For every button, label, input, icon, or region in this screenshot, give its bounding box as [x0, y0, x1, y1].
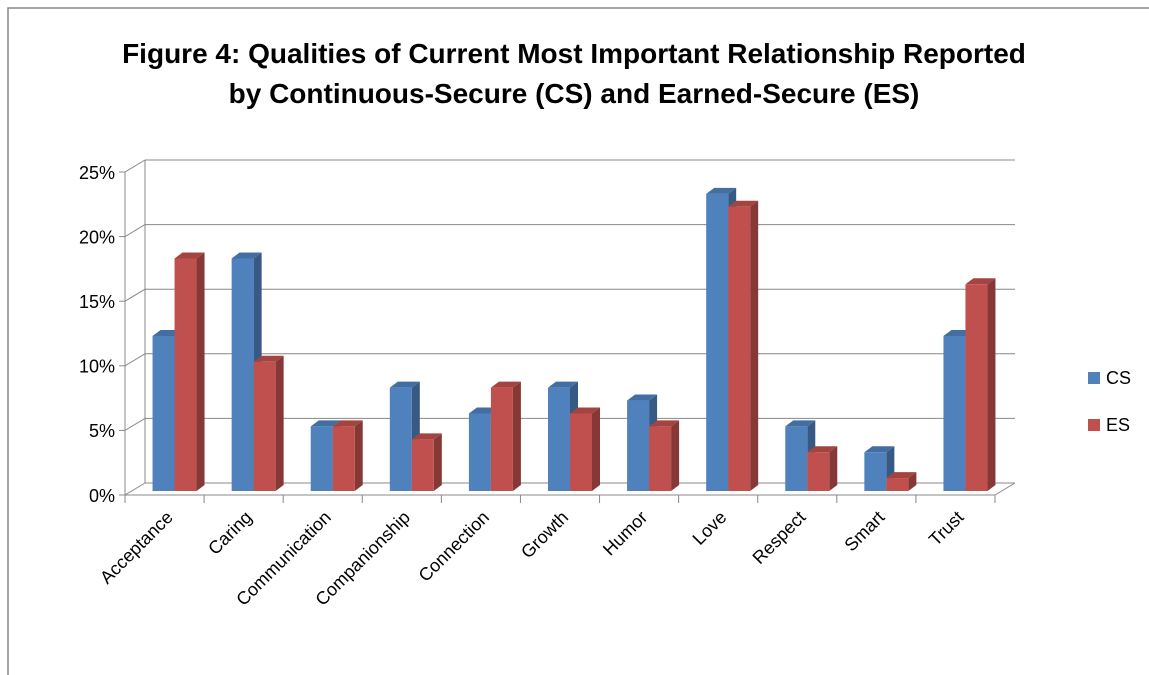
bar-group [332, 420, 363, 491]
bar-side [908, 472, 917, 491]
bar-side [512, 381, 521, 491]
bar [389, 387, 412, 491]
bar [627, 400, 650, 491]
bar [706, 193, 729, 491]
bar-top [570, 407, 600, 414]
bar-side [592, 407, 600, 491]
bar [728, 206, 751, 491]
x-tick-label: Love [689, 507, 731, 549]
side-grid-line [124, 159, 146, 173]
y-tick-label: 5% [89, 421, 115, 441]
bar-group [728, 200, 759, 491]
bar-top [253, 355, 284, 362]
bar [649, 426, 672, 491]
bar-top [627, 394, 658, 401]
bar [152, 335, 175, 491]
bar [548, 387, 570, 491]
side-grid-line [124, 482, 146, 496]
bar-top [649, 420, 680, 427]
bar-side [987, 278, 996, 491]
bar [253, 361, 276, 491]
bar [174, 258, 197, 491]
bar-group [649, 420, 680, 491]
bar-top [411, 433, 442, 440]
side-grid-line [124, 224, 146, 238]
bar-side [433, 433, 442, 491]
x-tick-label: Growth [517, 507, 572, 562]
x-tick-label: Acceptance [96, 507, 177, 588]
bar-top [864, 446, 895, 453]
bar-top [785, 420, 816, 427]
side-grid-line [124, 353, 146, 367]
x-tick-label: Smart [840, 507, 888, 555]
bar [785, 426, 808, 491]
y-tick-label: 0% [89, 486, 115, 506]
bar-top [706, 187, 737, 194]
chart-border [7, 7, 1149, 675]
bar-group [174, 252, 205, 491]
y-tick-label: 15% [79, 292, 115, 312]
y-tick-label: 25% [79, 163, 115, 183]
legend-label: CS [1106, 368, 1131, 388]
side-grid-line [124, 417, 146, 431]
bar [864, 452, 887, 491]
chart-title: Figure 4: Qualities of Current Most Impo… [122, 38, 1026, 109]
x-tick-label: Respect [749, 507, 810, 568]
bar [807, 452, 830, 491]
bar-top [886, 472, 917, 479]
bar-group [807, 446, 838, 491]
floor-edge [994, 482, 1016, 496]
side-grid-line [124, 288, 146, 302]
bar-side [750, 200, 759, 491]
bar-group [570, 407, 600, 491]
x-tick-label: Caring [204, 507, 256, 559]
bar [965, 284, 988, 491]
bar [570, 413, 592, 491]
y-tick-label: 10% [79, 357, 115, 377]
bar [411, 439, 434, 491]
bar-side [354, 420, 363, 491]
bar-top [310, 420, 341, 427]
bar-top [332, 420, 363, 427]
bar-top [548, 381, 578, 388]
bar-group [411, 433, 442, 491]
x-tick-label: Connection [415, 507, 494, 586]
bar-group [886, 472, 917, 491]
bar-group [965, 278, 996, 491]
bar-top [174, 252, 205, 259]
bar-side [671, 420, 680, 491]
bar-top [728, 200, 759, 207]
bar [468, 413, 491, 491]
legend-swatch [1088, 419, 1100, 431]
x-tick-label: Trust [925, 507, 968, 550]
bar-top [807, 446, 838, 453]
bar-top [389, 381, 420, 388]
bar [943, 335, 966, 491]
bar-top [231, 252, 262, 259]
bar [231, 258, 254, 491]
bar-top [490, 381, 521, 388]
bar-side [275, 355, 284, 491]
bar [490, 387, 513, 491]
bar-top [965, 278, 996, 285]
bar [886, 478, 909, 491]
legend-swatch [1088, 372, 1100, 384]
bar [310, 426, 333, 491]
y-tick-label: 20% [79, 227, 115, 247]
bar-group [490, 381, 521, 491]
x-tick-label: Humor [599, 507, 651, 559]
bar-side [829, 446, 838, 491]
bar-group [253, 355, 284, 491]
legend-label: ES [1106, 415, 1130, 435]
bar-side [196, 252, 205, 491]
bar [332, 426, 355, 491]
